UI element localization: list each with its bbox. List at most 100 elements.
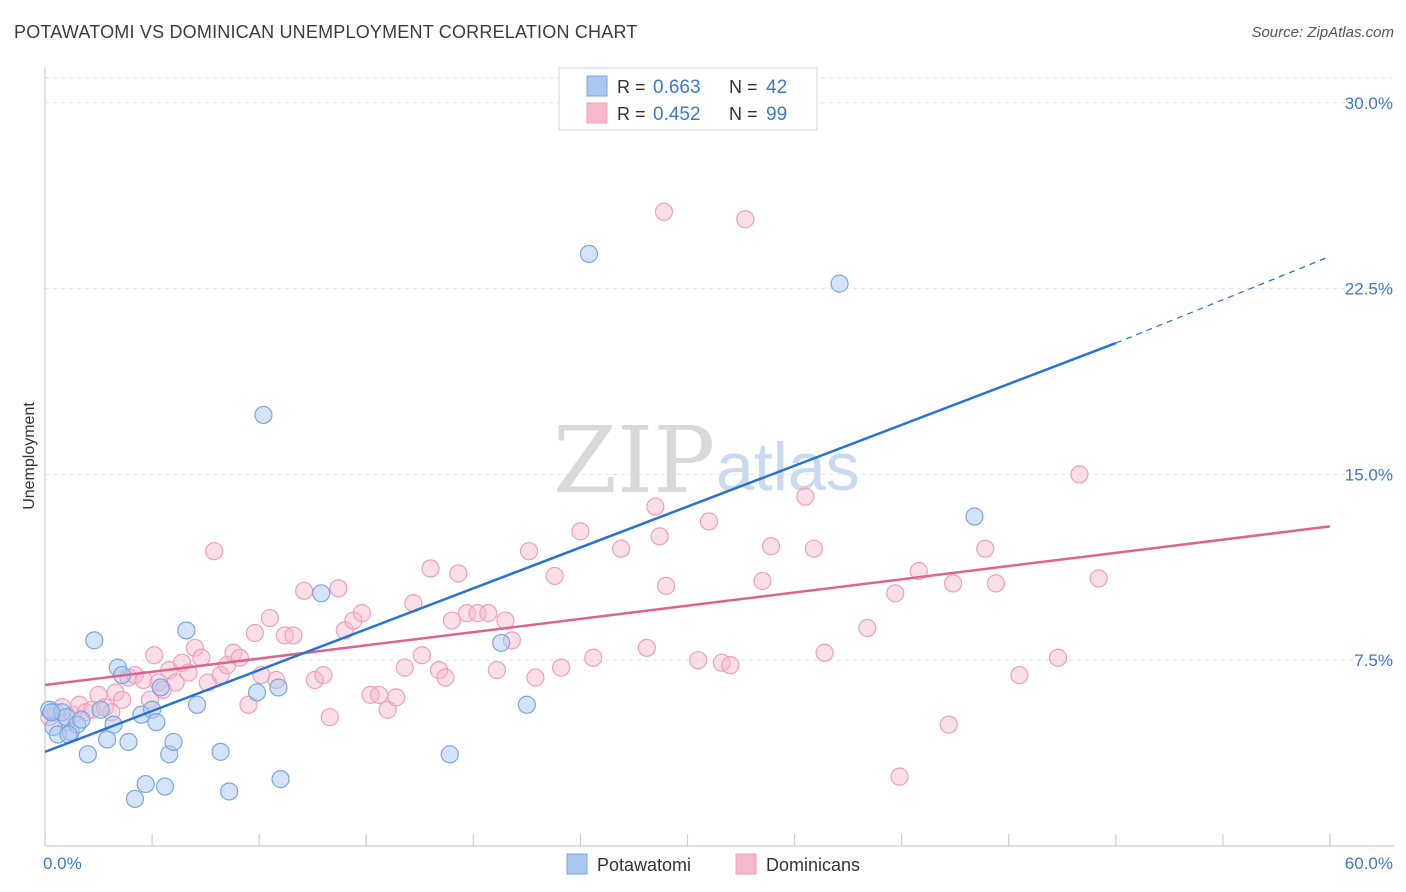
potawatomi-point (72, 710, 91, 729)
dominicans-point (468, 604, 487, 623)
legend-n-value-potawatomi: 42 (766, 77, 787, 98)
legend-bottom: Potawatomi Dominicans (566, 853, 860, 875)
potawatomi-point (269, 678, 288, 697)
y-tick-label: 7.5% (1354, 651, 1393, 670)
potawatomi-point (517, 695, 536, 714)
dominicans-point (442, 611, 462, 630)
dominicans-point (449, 564, 468, 583)
dominicans-point (943, 574, 963, 593)
legend-top: R = 0.663 N = 42 R = 0.452 N = 99 (558, 67, 818, 131)
dominicans-point (815, 643, 834, 662)
legend-n-label-2: N = (729, 104, 758, 124)
dominicans-point (736, 210, 755, 229)
dominicans-point (1070, 465, 1089, 484)
bottom-legend-swatch-dominicans (735, 853, 757, 875)
gridlines (45, 77, 1394, 661)
dominicans-point (314, 665, 333, 685)
potawatomi-point (247, 683, 267, 702)
dominicans-point (689, 651, 708, 670)
dominicans-point (976, 539, 995, 558)
potawatomi-point (830, 274, 849, 293)
dominicans-point (526, 668, 545, 687)
potawatomi-point (147, 713, 166, 732)
potawatomi-point (119, 732, 138, 752)
y-axis-title: Unemployment (21, 402, 38, 510)
dominicans-point (378, 700, 397, 719)
legend-r-label-2: R = (617, 104, 646, 124)
dominicans-point (1089, 569, 1108, 588)
dominicans-point (239, 695, 258, 714)
dominicans-point (436, 668, 455, 687)
dominicans-point (637, 638, 656, 657)
dominicans-point (986, 574, 1006, 593)
dominicans-point (352, 604, 372, 623)
potawatomi-point (91, 700, 110, 719)
y-tick-labels: 7.5% 15.0% 22.5% 30.0% (1345, 94, 1393, 670)
potawatomi-point (254, 405, 273, 425)
dominicans-point (804, 539, 823, 558)
dominicans-point (260, 608, 279, 628)
dominicans-point (656, 576, 676, 595)
dominicans-point (571, 522, 590, 541)
y-tick-label: 30.0% (1345, 94, 1393, 113)
dominicans-point (858, 618, 877, 638)
potawatomi-point (965, 507, 984, 526)
potawatomi-series (40, 244, 984, 809)
dominicans-point (284, 626, 303, 645)
dominicans-point (487, 661, 506, 680)
dominicans-point (939, 715, 958, 734)
potawatomi-trend-extension (1115, 255, 1331, 344)
dominicans-point (909, 561, 928, 581)
dominicans-point (192, 648, 211, 667)
dominicans-point (1048, 648, 1068, 667)
trend-lines (44, 255, 1331, 754)
potawatomi-point (271, 770, 290, 789)
dominicans-point (295, 581, 314, 600)
potawatomi-point (579, 244, 599, 263)
dominicans-point (370, 685, 389, 704)
legend-swatch-potawatomi (586, 75, 608, 97)
dominicans-point (429, 661, 449, 680)
watermark-zip: ZIP (553, 407, 715, 514)
dominicans-point (545, 566, 564, 586)
potawatomi-point (125, 789, 145, 809)
y-tick-label: 22.5% (1345, 280, 1393, 299)
dominicans-point (134, 670, 153, 690)
dominicans-point (753, 571, 772, 591)
chart-title: POTAWATOMI VS DOMINICAN UNEMPLOYMENT COR… (14, 22, 638, 42)
dominicans-point (412, 646, 432, 665)
bottom-legend-label-potawatomi: Potawatomi (597, 855, 691, 875)
y-tick-label: 15.0% (1345, 465, 1393, 484)
potawatomi-point (42, 703, 61, 722)
legend-r-value-potawatomi: 0.663 (653, 77, 701, 98)
dominicans-trend-line (44, 525, 1331, 687)
dominicans-point (1010, 665, 1029, 685)
dominicans-series (40, 202, 1108, 786)
potawatomi-trend-line (44, 341, 1117, 754)
dominicans-point (106, 683, 125, 702)
dominicans-point (646, 497, 665, 516)
potawatomi-point (136, 774, 155, 794)
dominicans-point (329, 579, 348, 598)
dominicans-point (612, 539, 631, 558)
dominicans-point (205, 542, 224, 561)
dominicans-point (519, 542, 539, 561)
dominicans-point (699, 512, 719, 531)
source-label: Source: ZipAtlas.com (1251, 24, 1394, 41)
dominicans-point (457, 604, 477, 623)
potawatomi-point (211, 742, 230, 761)
dominicans-point (245, 623, 264, 643)
potawatomi-point (492, 633, 511, 652)
bottom-legend-swatch-potawatomi (566, 853, 588, 875)
dominicans-point (185, 638, 205, 657)
potawatomi-point (164, 732, 183, 752)
legend-n-label-1: N = (729, 77, 758, 97)
dominicans-point (230, 648, 249, 667)
potawatomi-point (312, 584, 331, 603)
x-tick-marks (44, 834, 1331, 846)
potawatomi-point (177, 621, 196, 640)
dominicans-point (421, 559, 440, 578)
legend-swatch-dominicans (586, 102, 608, 124)
dominicans-point (145, 646, 164, 665)
